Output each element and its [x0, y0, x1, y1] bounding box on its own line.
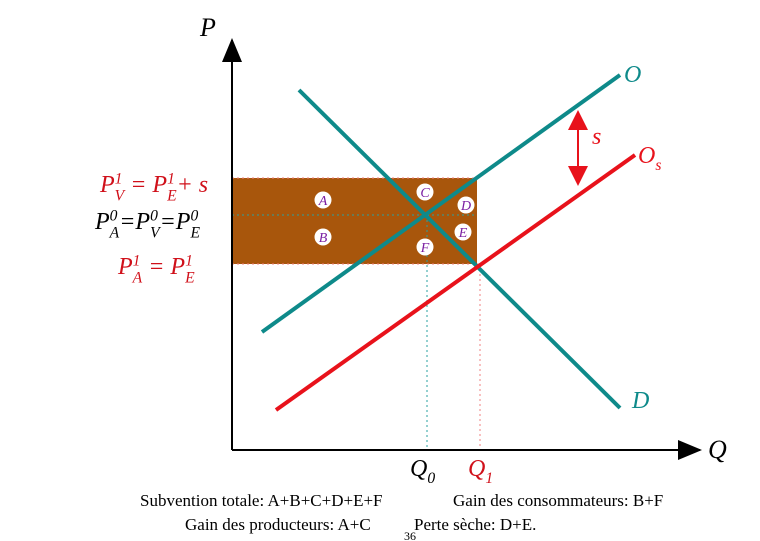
subsidy-area [232, 178, 477, 264]
price-label: P0 A=P0 V=P0 E [94, 208, 200, 242]
region-label: F [420, 241, 430, 256]
region-marker [454, 223, 472, 241]
shift-label: s [592, 124, 601, 150]
region-marker [416, 183, 434, 201]
label-base: P [169, 254, 185, 280]
y-axis-label: P [199, 13, 216, 42]
label-sup: 0 [190, 208, 198, 225]
subsidized-supply-curve [274, 153, 637, 412]
label-base: P [94, 209, 110, 235]
demand-label: D [631, 388, 649, 414]
label-sub: E [166, 187, 177, 204]
region-label: B [319, 231, 328, 246]
label-base: = [142, 254, 170, 280]
label-base: P [99, 172, 115, 198]
label-base: P [117, 254, 133, 280]
label-base: O [624, 62, 641, 88]
price-label: P1 A = P1 E [117, 253, 195, 287]
label-sup: 1 [133, 253, 141, 270]
label-base: Q [468, 456, 485, 482]
label-base: = [119, 209, 135, 235]
label-base: + s [177, 172, 209, 198]
label-sub: A [132, 269, 143, 286]
label-sub: 1 [485, 470, 493, 487]
label-sup: 1 [185, 253, 193, 270]
label-base: = [124, 172, 152, 198]
quantity-label: Q1 [468, 456, 493, 487]
label-sub: V [115, 187, 127, 204]
label-base: P [175, 209, 191, 235]
label-base: = [160, 209, 176, 235]
label-base: P [151, 172, 167, 198]
label-base: Q [410, 456, 427, 482]
region-label: D [460, 199, 471, 214]
guides [232, 177, 481, 450]
x-axis-label: Q [708, 435, 727, 464]
region-label: C [420, 186, 430, 201]
demand-curve [297, 88, 622, 410]
supply-label: O [624, 62, 641, 88]
region-marker [457, 196, 475, 214]
page-number: 36 [404, 529, 416, 541]
label-sub: A [109, 224, 120, 241]
label-sup: 1 [167, 171, 175, 188]
label-base: O [638, 143, 655, 169]
region-marker [416, 238, 434, 256]
label-sup: 0 [150, 208, 158, 225]
region-label: A [318, 194, 328, 209]
subsidized-supply-label: Os [638, 143, 661, 174]
note: Gain des consommateurs: B+F [453, 491, 663, 510]
region-marker [314, 228, 332, 246]
label-sub: s [655, 157, 661, 174]
label-sub: E [184, 269, 195, 286]
label-sup: 1 [115, 171, 123, 188]
label-base: D [631, 388, 649, 414]
label-sub: V [150, 224, 162, 241]
supply-curve [260, 73, 622, 334]
label-sup: 0 [110, 208, 118, 225]
price-label: P1 V = P1 E+ s [99, 171, 208, 205]
note: Subvention totale: A+B+C+D+E+F [140, 491, 383, 510]
label-base: P [134, 209, 150, 235]
label-sub: E [189, 224, 200, 241]
label-sub: 0 [427, 470, 435, 487]
region-label: E [458, 226, 468, 241]
note: Perte sèche: D+E. [414, 515, 536, 534]
note: Gain des producteurs: A+C [185, 515, 371, 534]
region-marker [314, 191, 332, 209]
quantity-label: Q0 [410, 456, 435, 487]
